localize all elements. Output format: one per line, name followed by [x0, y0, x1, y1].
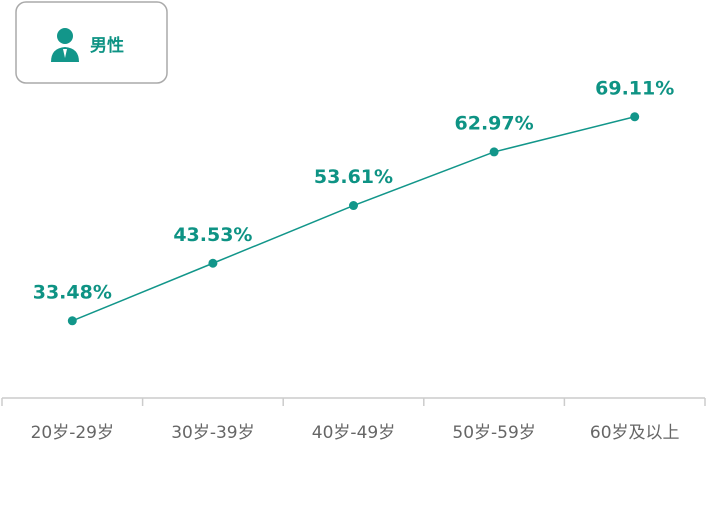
- series-line: [72, 116, 635, 322]
- legend-label: 男性: [90, 35, 124, 56]
- legend-icon: [51, 28, 79, 62]
- data-point: [349, 201, 358, 211]
- x-tick-label: 20岁-29岁: [31, 423, 114, 443]
- value-label: 53.61%: [314, 166, 393, 188]
- data-point: [208, 258, 218, 268]
- data-point: [489, 147, 499, 157]
- x-tick-label: 40岁-49岁: [312, 423, 395, 443]
- legend: 男性: [15, 1, 168, 84]
- value-label: 33.48%: [33, 281, 112, 303]
- x-tick-label: 60岁及以上: [590, 423, 680, 443]
- value-label: 62.97%: [455, 112, 534, 134]
- value-label: 69.11%: [595, 77, 674, 99]
- data-point: [630, 112, 640, 122]
- legend-box: [15, 1, 168, 84]
- x-tick-label: 30岁-39岁: [171, 423, 254, 443]
- data-point: [67, 316, 77, 326]
- x-tick-label: 50岁-59岁: [452, 423, 535, 443]
- value-label: 43.53%: [173, 224, 252, 246]
